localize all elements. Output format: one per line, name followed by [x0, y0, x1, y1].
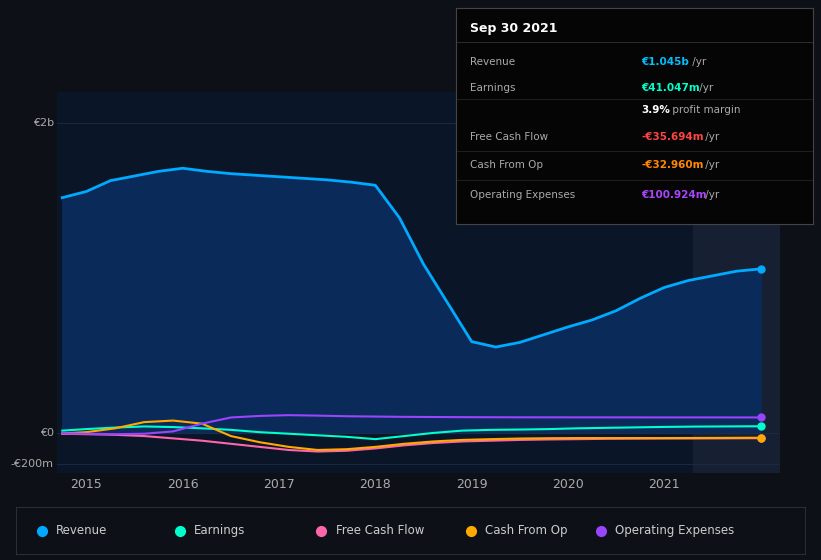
- Text: /yr: /yr: [703, 132, 720, 142]
- Text: Revenue: Revenue: [56, 524, 108, 537]
- Text: /yr: /yr: [703, 190, 720, 200]
- Text: /yr: /yr: [695, 83, 713, 93]
- Text: Revenue: Revenue: [470, 57, 515, 67]
- Text: Operating Expenses: Operating Expenses: [616, 524, 735, 537]
- Text: /yr: /yr: [703, 160, 720, 170]
- Text: Earnings: Earnings: [470, 83, 516, 93]
- Text: Operating Expenses: Operating Expenses: [470, 190, 576, 200]
- Text: Earnings: Earnings: [194, 524, 245, 537]
- Text: Cash From Op: Cash From Op: [485, 524, 568, 537]
- Text: €1.045b: €1.045b: [641, 57, 690, 67]
- Text: -€32.960m: -€32.960m: [641, 160, 704, 170]
- Text: €0: €0: [40, 428, 54, 438]
- Text: /yr: /yr: [689, 57, 706, 67]
- Text: -€200m: -€200m: [11, 459, 54, 469]
- Text: €100.924m: €100.924m: [641, 190, 707, 200]
- Text: Sep 30 2021: Sep 30 2021: [470, 22, 557, 35]
- Bar: [693, 92, 780, 473]
- Text: profit margin: profit margin: [668, 105, 740, 115]
- Text: -€35.694m: -€35.694m: [641, 132, 704, 142]
- Text: 3.9%: 3.9%: [641, 105, 670, 115]
- Text: €41.047m: €41.047m: [641, 83, 700, 93]
- Text: Cash From Op: Cash From Op: [470, 160, 543, 170]
- Text: Free Cash Flow: Free Cash Flow: [470, 132, 548, 142]
- Text: Free Cash Flow: Free Cash Flow: [336, 524, 424, 537]
- Text: €2b: €2b: [33, 118, 54, 128]
